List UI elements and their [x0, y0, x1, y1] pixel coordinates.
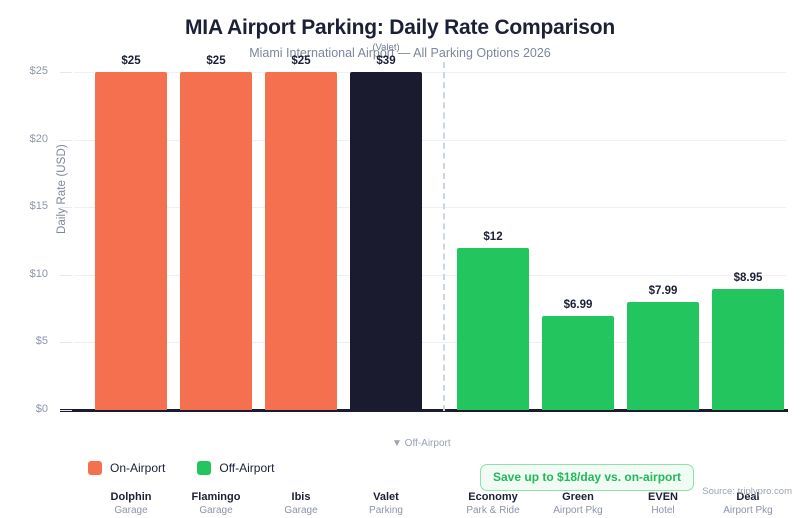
x-axis-category-name: Green: [562, 491, 594, 503]
legend-swatch-icon: [197, 461, 212, 475]
x-axis-category-name: Dolphin: [110, 491, 152, 503]
bar-value-label: $6.99: [563, 298, 593, 311]
y-axis-tick-mark: [60, 410, 72, 411]
bar-group[interactable]: $7.99: [627, 72, 699, 410]
y-axis-tick-mark: [60, 274, 72, 276]
plot-area: Daily Rate (USD) $0 $5 $10 $15 $20 $25 $25 $25…: [30, 42, 786, 516]
legend-item[interactable]: Off-Airport: [197, 461, 274, 475]
x-axis-category-sublabel: Parking: [369, 505, 403, 516]
x-axis-category-name: Ibis: [291, 491, 311, 503]
x-axis-category-sublabel: Airport Pkg: [723, 505, 773, 516]
gridline: [74, 139, 786, 141]
bar-group[interactable]: $25: [95, 55, 167, 410]
x-axis-category-sublabel: Garage: [284, 505, 318, 516]
bar-value-label: $25: [206, 55, 226, 67]
x-axis-category-name: Economy: [468, 491, 518, 503]
bar[interactable]: [712, 289, 784, 410]
y-axis-tick-label: $25: [29, 65, 48, 77]
x-axis-category-sublabel: Garage: [114, 505, 148, 516]
bar-group[interactable]: $25: [265, 55, 337, 410]
x-axis-category-sublabel: Park & Ride: [466, 505, 520, 516]
off-airport-divider-note: ▼ Off-Airport: [392, 438, 451, 449]
bar-value-label: $7.99: [648, 284, 678, 297]
gridline: [74, 342, 786, 344]
bar-group[interactable]: $8.95: [712, 72, 784, 410]
bar-value-label: $12: [483, 230, 503, 243]
bar-group[interactable]: $25: [180, 55, 252, 410]
bar[interactable]: [180, 72, 252, 410]
y-axis-tick-mark: [60, 72, 72, 73]
legend: On-Airport Off-Airport: [88, 461, 274, 475]
x-axis-category-name: Flamingo: [191, 491, 241, 503]
bar-note-label: (Valet): [372, 42, 400, 53]
x-axis-category[interactable]: Dolphin Garage: [95, 490, 167, 518]
legend-item[interactable]: On-Airport: [88, 461, 165, 475]
savings-badge[interactable]: Save up to $18/day vs. on-airport: [480, 464, 695, 491]
y-axis-tick-label: $10: [29, 267, 48, 280]
bar-value-label: $25: [121, 55, 141, 67]
gridline: [74, 207, 786, 209]
x-axis-category[interactable]: Flamingo Garage: [180, 490, 252, 518]
group-divider-line: [443, 62, 445, 411]
y-axis-tick-label: $20: [29, 132, 48, 145]
gridline: [74, 72, 786, 73]
bar[interactable]: [542, 315, 614, 410]
x-axis-category[interactable]: Valet Parking: [350, 490, 422, 518]
legend-item-label: On-Airport: [110, 461, 166, 475]
x-axis-category[interactable]: Economy Park & Ride: [457, 490, 529, 518]
x-axis-category-name: EVEN: [648, 491, 678, 503]
gridline: [74, 274, 786, 276]
bar-value-label: $39: [376, 55, 396, 67]
bar-value-label: $8.95: [733, 272, 763, 284]
bar[interactable]: [350, 72, 422, 410]
bar-group[interactable]: $12: [457, 72, 529, 410]
y-axis-tick-mark: [60, 207, 72, 209]
y-axis-title: Daily Rate (USD): [56, 144, 68, 234]
chart-subtitle: Miami International Airport — All Parkin…: [249, 46, 551, 60]
y-axis-tick-mark: [60, 139, 72, 141]
x-axis-category[interactable]: EVEN Hotel: [627, 490, 699, 518]
y-axis-tick-label: $5: [35, 335, 48, 348]
x-axis-category[interactable]: Ibis Garage: [265, 490, 337, 518]
x-axis-line: [60, 409, 788, 412]
y-axis-tick-mark: [60, 342, 72, 344]
bar[interactable]: [95, 72, 167, 410]
x-axis-category-name: Valet: [373, 491, 399, 503]
x-axis-category-sublabel: Garage: [199, 505, 233, 516]
bar-group[interactable]: $39 (Valet): [350, 42, 422, 410]
y-axis-tick-label: $0: [35, 403, 48, 415]
y-axis-tick-label: $15: [29, 200, 48, 213]
x-axis-category[interactable]: Green Airport Pkg: [542, 490, 614, 518]
bar[interactable]: [457, 247, 529, 410]
x-axis-category-sublabel: Airport Pkg: [553, 505, 603, 516]
bar-group[interactable]: $6.99: [542, 72, 614, 410]
source-note: Source: triplypro.com: [702, 486, 792, 497]
legend-item-label: Off-Airport: [219, 461, 275, 475]
bar[interactable]: [265, 72, 337, 410]
page-title: MIA Airport Parking: Daily Rate Comparis…: [185, 16, 615, 39]
legend-swatch-icon: [88, 461, 102, 475]
x-axis-category-sublabel: Hotel: [651, 505, 675, 516]
bar[interactable]: [627, 301, 699, 410]
bar-value-label: $25: [291, 55, 311, 67]
